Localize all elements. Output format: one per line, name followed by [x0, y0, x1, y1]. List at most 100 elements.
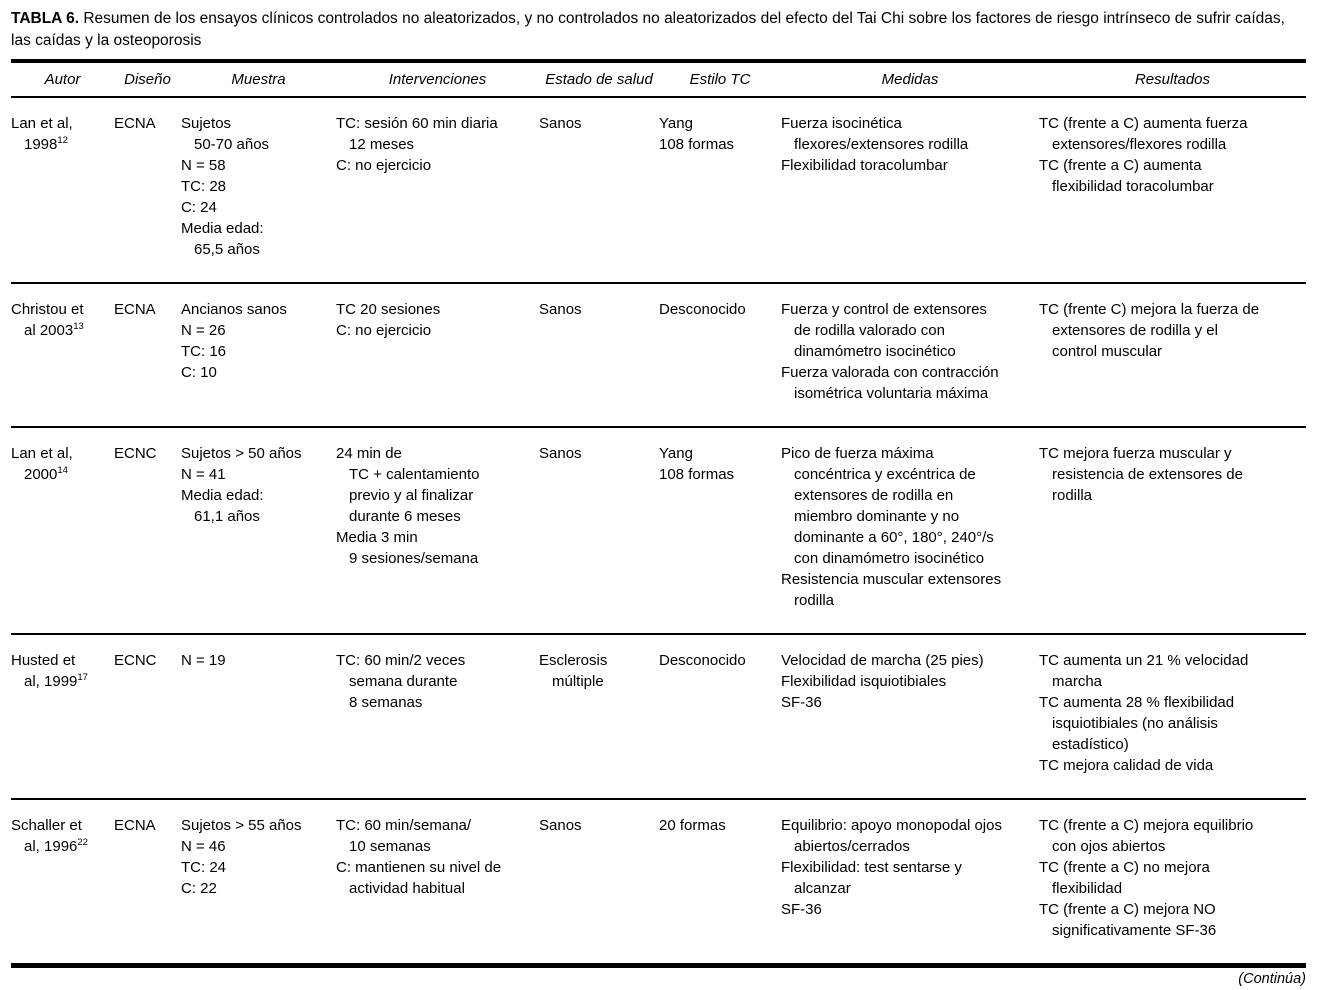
cell-line: dinamómetro isocinético [794, 343, 956, 360]
cell-line: Media 3 min [336, 529, 418, 546]
cell-line: TC: 24 [181, 859, 227, 876]
cell-line: Esclerosis [539, 652, 608, 669]
cell-estilo: Desconocido [659, 634, 781, 799]
cell-intervenciones: 24 min de TC + calentamiento previo y al f… [336, 427, 539, 634]
cell-resultados: TC (frente C) mejora la fuerza de extenso… [1039, 283, 1306, 427]
cell-resultados: TC aumenta un 21 % velocidad marcha TC aum… [1039, 634, 1306, 799]
table-title: TABLA 6. Resumen de los ensayos clínicos… [11, 8, 1306, 52]
citation-superscript: 22 [77, 837, 88, 848]
cell-line: Sanos [539, 817, 582, 834]
cell-line: rodilla [794, 592, 835, 609]
cell-line: flexores/extensores rodilla [794, 136, 969, 153]
cell-muestra: Sujetos > 55 años N = 46 TC: 24 C: 22 [181, 799, 336, 966]
cell-line: rodilla [1052, 487, 1093, 504]
cell-autor: Christou et al 200313 [11, 283, 114, 427]
cell-line: abiertos/cerrados [794, 838, 910, 855]
table-row: Lan et al, 199812 ECNA Sujetos 50-70 años N =… [11, 97, 1306, 283]
cell-estado: Sanos [539, 283, 659, 427]
cell-autor: Lan et al, 199812 [11, 97, 114, 283]
cell-line: Desconocido [659, 301, 746, 318]
cell-line: TC (frente a C) mejora NO [1039, 901, 1216, 918]
cell-line: Flexibilidad toracolumbar [781, 157, 948, 174]
cell-line: Sanos [539, 301, 582, 318]
cell-line: TC: sesión 60 min diaria [336, 115, 498, 132]
cell-line: múltiple [552, 673, 604, 690]
cell-line: ECNC [114, 652, 157, 669]
cell-line: SF-36 [781, 901, 822, 918]
cell-line: Christou et [11, 301, 84, 318]
cell-line: Flexibilidad isquiotibiales [781, 673, 947, 690]
cell-line: Flexibilidad: test sentarse y [781, 859, 962, 876]
cell-resultados: TC (frente a C) aumenta fuerza extensores… [1039, 97, 1306, 283]
cell-line: actividad habitual [349, 880, 465, 897]
cell-line: N = 46 [181, 838, 226, 855]
cell-line: al 200313 [24, 321, 84, 339]
cell-estilo: 20 formas [659, 799, 781, 966]
cell-line: TC (frente a C) mejora equilibrio [1039, 817, 1254, 834]
table-title-text: Resumen de los ensayos clínicos controla… [11, 10, 1285, 49]
table-row: Christou et al 200313 ECNA Ancianos sanos N … [11, 283, 1306, 427]
cell-line: Yang [659, 445, 693, 462]
cell-line: con dinamómetro isocinético [794, 550, 985, 567]
cell-line: C: mantienen su nivel de [336, 859, 502, 876]
table-row: Schaller et al, 199622 ECNA Sujetos > 55 añ… [11, 799, 1306, 966]
table-row: Lan et al, 200014 ECNC Sujetos > 50 años N =… [11, 427, 1306, 634]
cell-muestra: N = 19 [181, 634, 336, 799]
cell-line: Fuerza isocinética [781, 115, 902, 132]
cell-line: C: no ejercicio [336, 322, 432, 339]
cell-line: ECNA [114, 115, 156, 132]
cell-line: TC aumenta 28 % flexibilidad [1039, 694, 1235, 711]
cell-muestra: Sujetos 50-70 años N = 58 TC: 28 C: 24 Media … [181, 97, 336, 283]
cell-intervenciones: TC 20 sesiones C: no ejercicio [336, 283, 539, 427]
continuation-note: (Continúa) [1238, 971, 1306, 987]
table-body: Lan et al, 199812 ECNA Sujetos 50-70 años N =… [11, 97, 1306, 966]
cell-line: 65,5 años [194, 241, 260, 258]
cell-line: durante 6 meses [349, 508, 461, 525]
cell-diseno: ECNC [114, 634, 181, 799]
cell-line: dominante a 60°, 180°, 240°/s [794, 529, 994, 546]
cell-line: Pico de fuerza máxima [781, 445, 934, 462]
cell-intervenciones: TC: 60 min/2 veces semana durante 8 semana… [336, 634, 539, 799]
cell-line: alcanzar [794, 880, 851, 897]
cell-diseno: ECNA [114, 97, 181, 283]
citation-superscript: 14 [57, 465, 68, 476]
column-header-diseno: Diseño [114, 61, 181, 98]
cell-line: TC 20 sesiones [336, 301, 441, 318]
cell-line: Velocidad de marcha (25 pies) [781, 652, 984, 669]
cell-diseno: ECNC [114, 427, 181, 634]
cell-intervenciones: TC: 60 min/semana/10 semanas C: mantienen… [336, 799, 539, 966]
cell-line: 61,1 años [194, 508, 260, 525]
cell-resultados: TC mejora fuerza muscular y resistencia d… [1039, 427, 1306, 634]
cell-line: al, 199622 [24, 837, 88, 855]
cell-line: estadístico) [1052, 736, 1129, 753]
cell-line: TC (frente C) mejora la fuerza de [1039, 301, 1260, 318]
citation-superscript: 13 [73, 321, 84, 332]
cell-line: 8 semanas [349, 694, 423, 711]
cell-line: miembro dominante y no [794, 508, 960, 525]
cell-line: flexibilidad toracolumbar [1052, 178, 1214, 195]
table-number-label: TABLA 6. [11, 10, 80, 27]
cell-line: ECNA [114, 817, 156, 834]
cell-line: isquiotibiales (no análisis [1052, 715, 1218, 732]
cell-line: C: 22 [181, 880, 217, 897]
column-header-estado: Estado de salud [539, 61, 659, 98]
cell-line: significativamente SF-36 [1052, 922, 1217, 939]
cell-line: Equilibrio: apoyo monopodal ojos [781, 817, 1002, 834]
cell-estado: Sanos [539, 97, 659, 283]
cell-autor: Schaller et al, 199622 [11, 799, 114, 966]
cell-line: SF-36 [781, 694, 822, 711]
cell-line: TC: 60 min/semana/ [336, 817, 472, 834]
column-header-resultados: Resultados [1039, 61, 1306, 98]
cell-medidas: Pico de fuerza máxima concéntrica y excén… [781, 427, 1039, 634]
cell-line: N = 58 [181, 157, 226, 174]
cell-autor: Husted et al, 199917 [11, 634, 114, 799]
cell-line: marcha [1052, 673, 1103, 690]
cell-line: N = 41 [181, 466, 226, 483]
cell-line: Husted et [11, 652, 76, 669]
cell-line: isométrica voluntaria máxima [794, 385, 989, 402]
cell-intervenciones: TC: sesión 60 min diaria 12 meses C: no ej… [336, 97, 539, 283]
cell-line: 10 semanas [349, 838, 431, 855]
cell-line: Sujetos > 50 años [181, 445, 302, 462]
cell-line: 9 sesiones/semana [349, 550, 479, 567]
cell-line: TC mejora fuerza muscular y [1039, 445, 1232, 462]
